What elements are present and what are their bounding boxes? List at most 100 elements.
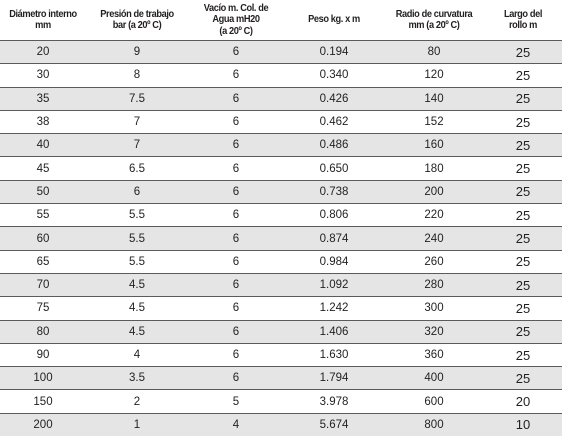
table-row: 150 2 5 3.978 600 20: [0, 389, 562, 413]
cell-inner-diameter: 50: [36, 185, 50, 198]
cell-roll-length: 25: [515, 44, 531, 60]
cell-bend-radius: 600: [424, 395, 444, 408]
cell-working-pressure: 3.5: [129, 372, 145, 385]
cell-weight: 0.194: [319, 46, 349, 59]
cell-vacuum: 4: [232, 418, 240, 431]
cell-vacuum: 6: [232, 92, 240, 105]
cell-roll-length: 25: [515, 277, 531, 293]
table-row: 45 6.5 6 0.650 180 25: [0, 156, 562, 180]
cell-working-pressure: 4.5: [129, 302, 145, 315]
table-row: 60 5.5 6 0.874 240 25: [0, 226, 562, 250]
cell-vacuum: 6: [232, 69, 240, 82]
cell-bend-radius: 300: [424, 302, 444, 315]
cell-working-pressure: 7.5: [129, 92, 145, 105]
cell-vacuum: 6: [232, 185, 240, 198]
cell-inner-diameter: 30: [36, 69, 50, 82]
row-divider: [0, 296, 562, 298]
cell-weight: 1.630: [319, 349, 349, 361]
table-row: 70 4.5 6 1.092 280 25: [0, 272, 562, 297]
cell-inner-diameter: 75: [36, 302, 50, 315]
cell-bend-radius: 180: [424, 162, 444, 175]
cell-weight: 1.794: [319, 372, 349, 385]
header-vacuum: Vacío m. Col. de Agua mH20 (a 20º C): [203, 1, 269, 37]
row-divider: [0, 40, 562, 41]
cell-roll-length: 25: [515, 231, 531, 247]
cell-weight: 3.978: [319, 395, 349, 408]
cell-roll-length: 25: [515, 254, 531, 270]
cell-vacuum: 6: [232, 232, 240, 245]
cell-inner-diameter: 20: [36, 46, 50, 59]
table-row: 75 4.5 6 1.242 300 25: [0, 296, 562, 320]
table-row: 50 6 6 0.738 200 25: [0, 179, 562, 204]
table-row: 200 1 4 5.674 800 10: [0, 412, 562, 437]
cell-working-pressure: 2: [133, 395, 141, 408]
cell-weight: 1.092: [319, 279, 349, 292]
cell-inner-diameter: 100: [33, 372, 53, 385]
cell-roll-length: 25: [515, 67, 531, 83]
cell-inner-diameter: 65: [36, 255, 50, 268]
cell-working-pressure: 5.5: [129, 255, 145, 268]
cell-working-pressure: 1: [133, 418, 141, 431]
row-divider: [0, 319, 562, 321]
cell-vacuum: 6: [232, 325, 240, 338]
header-weight: Peso kg. x m: [308, 13, 360, 26]
cell-weight: 0.984: [319, 255, 349, 268]
cell-roll-length: 25: [515, 300, 531, 316]
row-divider: [0, 342, 562, 344]
row-divider: [0, 226, 562, 228]
row-divider: [0, 412, 562, 414]
cell-bend-radius: 400: [424, 372, 444, 385]
table-body: 20 9 6 0.194 80 25 30 8 6 0.340 120 25 35 7.5 6 0.426 14…: [0, 40, 562, 437]
cell-weight: 0.738: [319, 185, 349, 198]
row-divider: [0, 133, 562, 135]
header-roll-length: Largo del rollo m: [503, 7, 543, 31]
cell-working-pressure: 4: [133, 349, 141, 361]
table-row: 30 8 6 0.340 120 25: [0, 63, 562, 87]
cell-inner-diameter: 60: [36, 232, 50, 245]
cell-bend-radius: 80: [427, 46, 441, 59]
cell-roll-length: 10: [515, 417, 531, 433]
cell-bend-radius: 200: [424, 185, 444, 198]
cell-weight: 0.874: [319, 232, 349, 245]
cell-bend-radius: 240: [424, 232, 444, 245]
cell-working-pressure: 6: [133, 185, 141, 198]
cell-bend-radius: 260: [424, 255, 444, 268]
cell-weight: 0.426: [319, 92, 349, 105]
table-row: 20 9 6 0.194 80 25: [0, 40, 562, 64]
table-row: 55 5.5 6 0.806 220 25: [0, 203, 562, 227]
cell-roll-length: 25: [515, 137, 531, 153]
cell-working-pressure: 4.5: [129, 279, 145, 292]
table-row: 90 4 6 1.630 360 25: [0, 342, 562, 367]
row-divider: [0, 249, 562, 251]
cell-vacuum: 6: [232, 302, 240, 315]
header-inner-diameter: Diámetro interno mm: [9, 7, 77, 31]
cell-working-pressure: 7: [133, 139, 141, 152]
cell-bend-radius: 152: [424, 116, 444, 129]
cell-inner-diameter: 45: [36, 162, 50, 175]
row-divider: [0, 366, 562, 368]
row-divider: [0, 156, 562, 158]
header-working-pressure: Presión de trabajo bar (a 20º C): [100, 7, 174, 31]
header-bend-radius: Radio de curvatura mm (a 20º C): [395, 7, 473, 31]
cell-vacuum: 6: [232, 209, 240, 222]
cell-vacuum: 6: [232, 372, 240, 385]
cell-bend-radius: 220: [424, 209, 444, 222]
cell-vacuum: 6: [232, 279, 240, 292]
table-row: 100 3.5 6 1.794 400 25: [0, 366, 562, 390]
cell-weight: 1.406: [319, 325, 349, 338]
cell-weight: 0.340: [319, 69, 349, 82]
cell-inner-diameter: 90: [36, 349, 50, 361]
table-header: Diámetro interno mm Presión de trabajo b…: [0, 0, 562, 40]
cell-bend-radius: 360: [424, 349, 444, 361]
cell-roll-length: 25: [515, 324, 531, 340]
cell-inner-diameter: 70: [36, 279, 50, 292]
cell-working-pressure: 5.5: [129, 209, 145, 222]
cell-working-pressure: 6.5: [129, 162, 145, 175]
cell-weight: 0.462: [319, 116, 349, 129]
cell-roll-length: 25: [515, 91, 531, 107]
row-divider: [0, 109, 562, 111]
table-row: 38 7 6 0.462 152 25: [0, 109, 562, 134]
cell-vacuum: 5: [232, 395, 240, 408]
cell-vacuum: 6: [232, 349, 240, 361]
